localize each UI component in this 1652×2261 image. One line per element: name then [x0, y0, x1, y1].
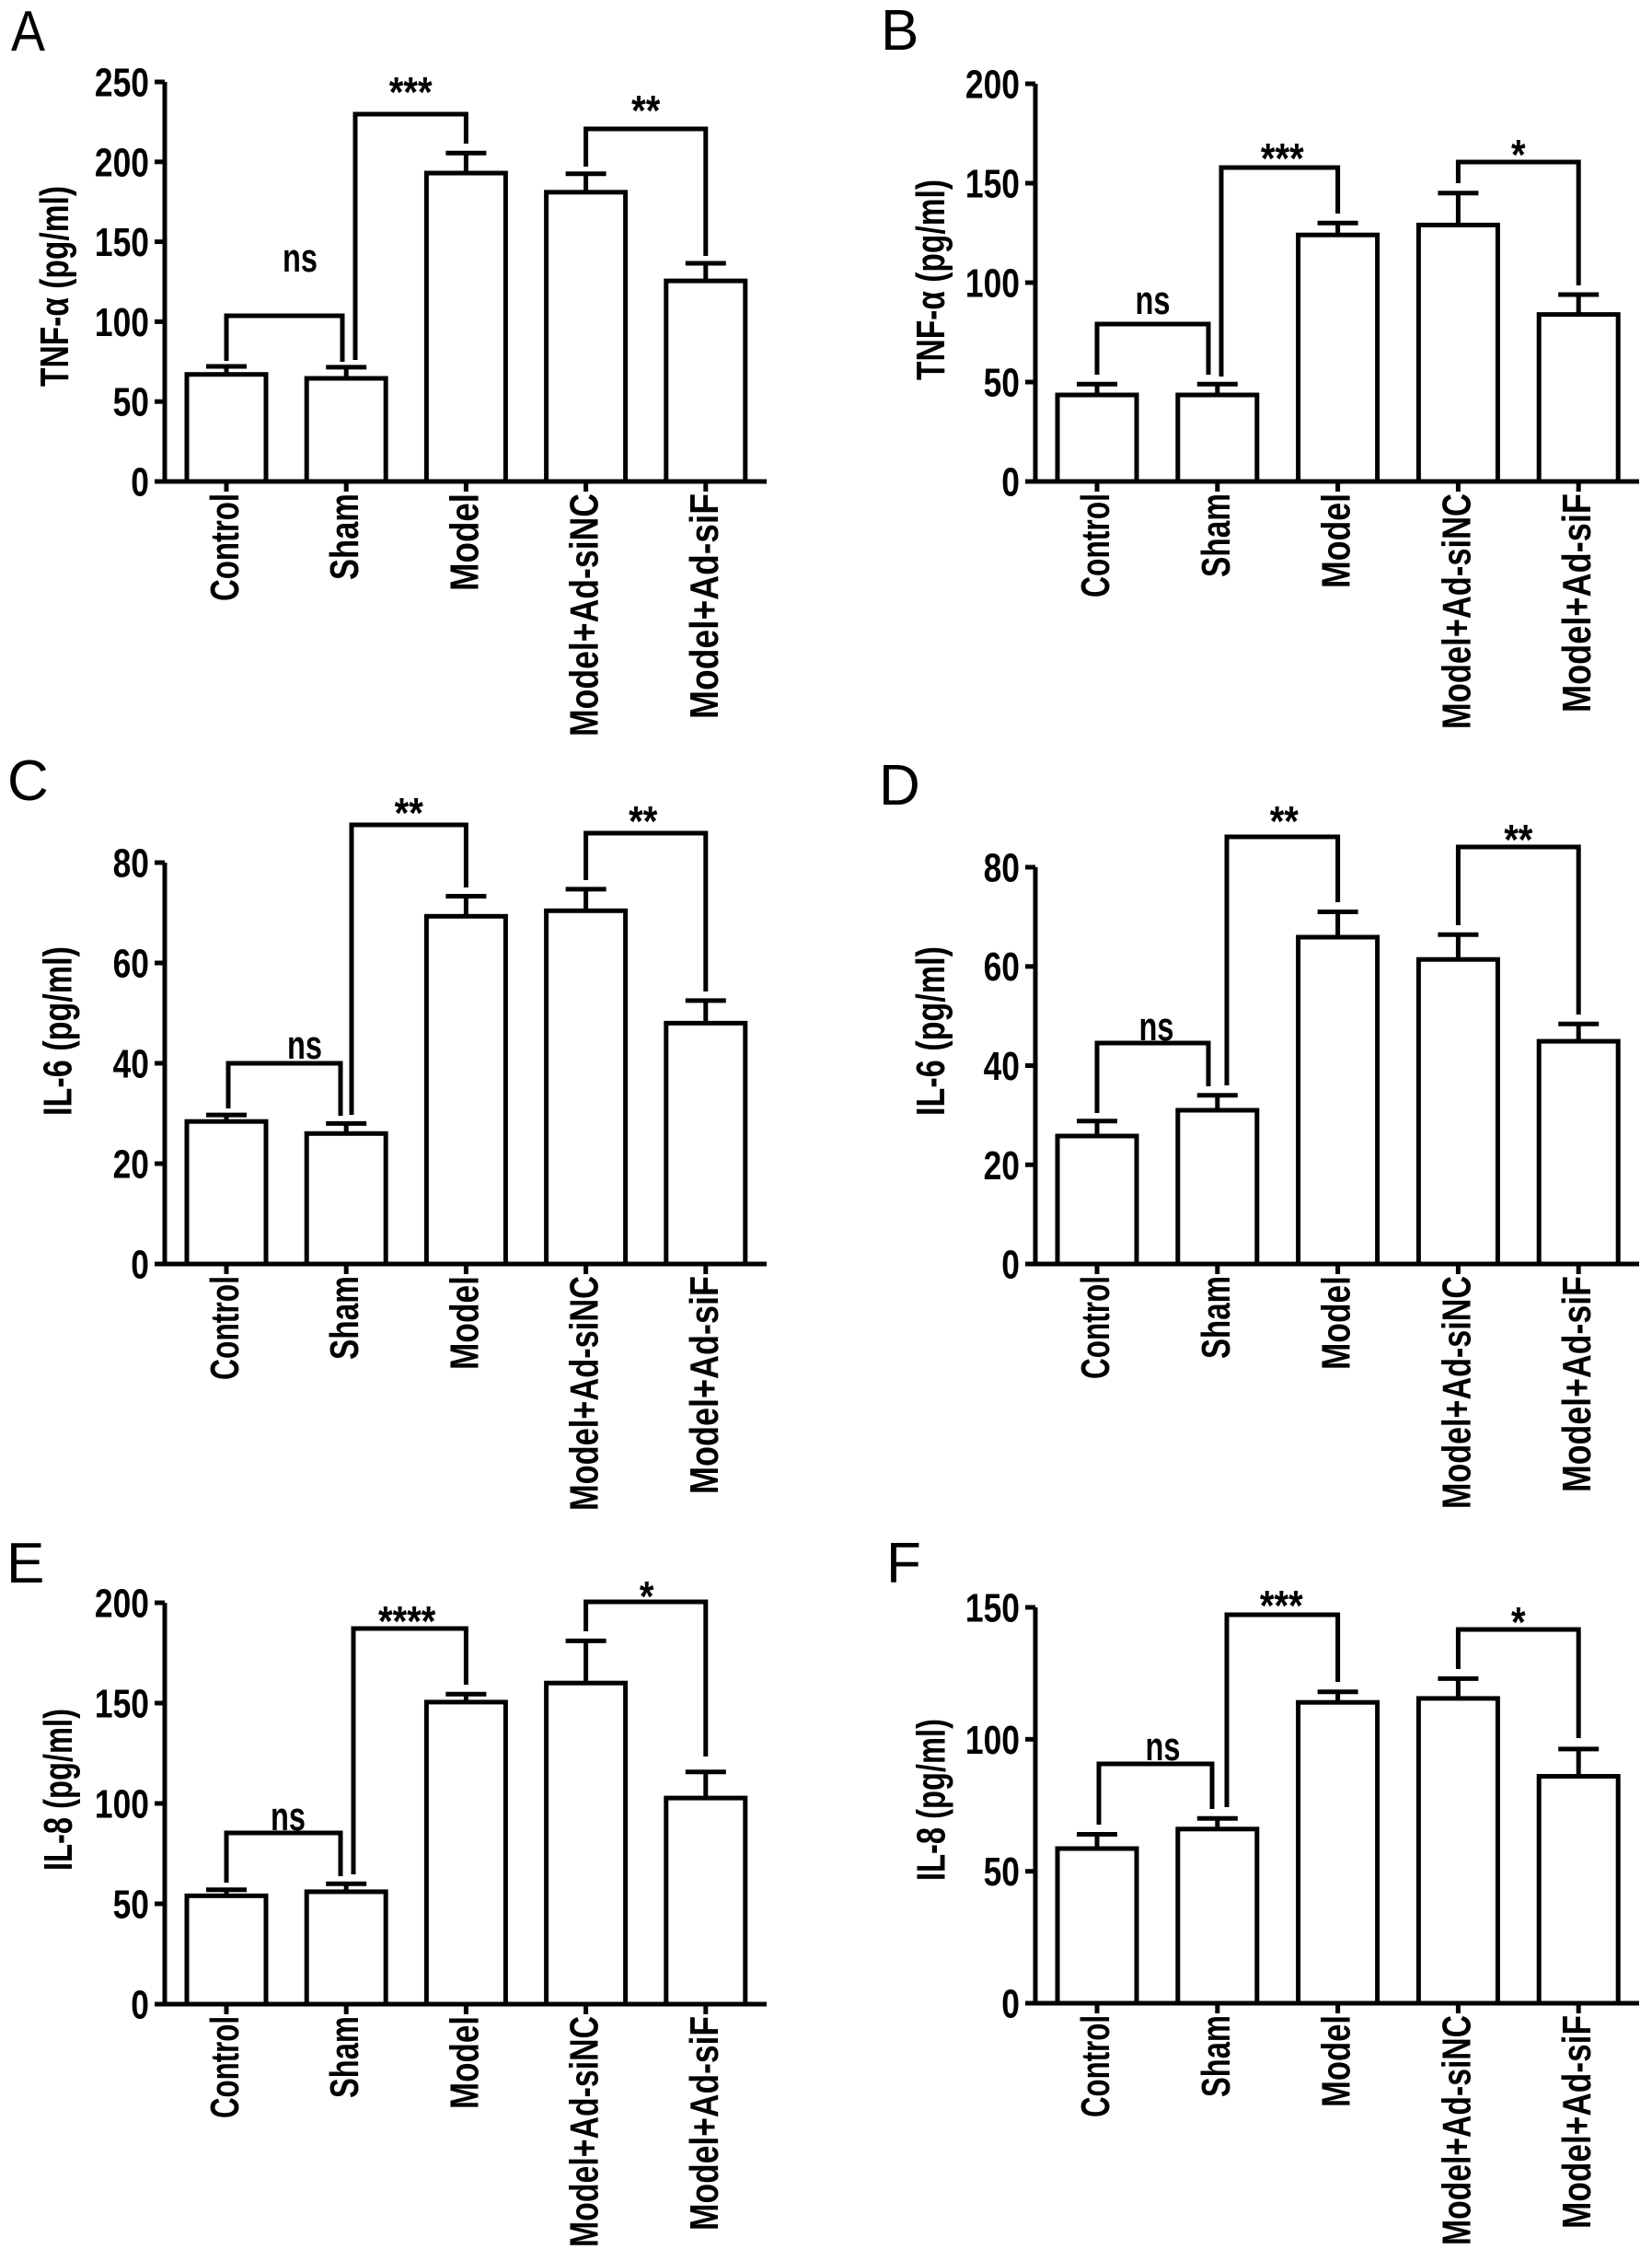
- svg-text:Model+Ad-siNC: Model+Ad-siNC: [1434, 493, 1479, 729]
- svg-text:40: 40: [113, 1042, 149, 1087]
- svg-text:ns: ns: [1139, 1004, 1174, 1049]
- svg-text:80: 80: [984, 846, 1020, 891]
- svg-text:Model: Model: [442, 1276, 487, 1370]
- svg-text:150: 150: [965, 162, 1020, 207]
- svg-text:200: 200: [95, 140, 149, 185]
- svg-text:Control: Control: [202, 2016, 248, 2118]
- svg-text:60: 60: [113, 942, 149, 987]
- svg-text:150: 150: [95, 1682, 149, 1727]
- svg-text:Model: Model: [1314, 1276, 1359, 1370]
- svg-text:ns: ns: [283, 236, 318, 281]
- svg-text:E: E: [6, 1532, 44, 1595]
- svg-text:ns: ns: [287, 1023, 322, 1068]
- svg-text:150: 150: [965, 1586, 1020, 1631]
- svg-text:Control: Control: [202, 1276, 248, 1380]
- svg-text:Model+Ad-siF: Model+Ad-siF: [1554, 493, 1600, 713]
- svg-text:**: **: [395, 789, 423, 837]
- svg-text:**: **: [629, 797, 657, 845]
- svg-text:Model+Ad-siNC: Model+Ad-siNC: [562, 493, 607, 736]
- svg-text:Model+Ad-siNC: Model+Ad-siNC: [562, 1276, 607, 1511]
- svg-text:TNF-α (pg/ml): TNF-α (pg/ml): [32, 186, 77, 387]
- svg-text:A: A: [11, 0, 46, 64]
- svg-text:***: ***: [1260, 1582, 1303, 1629]
- svg-text:0: 0: [131, 1243, 149, 1288]
- svg-text:D: D: [879, 754, 920, 817]
- svg-text:60: 60: [984, 945, 1020, 990]
- svg-text:Sham: Sham: [322, 1276, 367, 1360]
- svg-text:150: 150: [95, 220, 149, 265]
- svg-text:*: *: [1511, 1598, 1526, 1646]
- svg-text:20: 20: [113, 1142, 149, 1188]
- svg-text:Sham: Sham: [1194, 1276, 1239, 1359]
- svg-text:Model: Model: [1314, 2015, 1359, 2107]
- svg-text:0: 0: [1001, 460, 1020, 505]
- svg-text:Control: Control: [202, 493, 248, 601]
- svg-text:50: 50: [113, 380, 149, 425]
- svg-text:***: ***: [1261, 134, 1304, 182]
- svg-text:0: 0: [131, 460, 149, 505]
- svg-text:0: 0: [131, 1983, 149, 2028]
- svg-text:*: *: [1511, 131, 1526, 179]
- svg-text:IL-6 (pg/ml): IL-6 (pg/ml): [36, 946, 81, 1116]
- svg-text:Model+Ad-siNC: Model+Ad-siNC: [562, 2016, 607, 2247]
- svg-text:TNF-α (pg/ml): TNF-α (pg/ml): [908, 180, 953, 380]
- svg-text:Model+Ad-siNC: Model+Ad-siNC: [1434, 2015, 1479, 2245]
- svg-text:50: 50: [984, 1849, 1020, 1895]
- svg-text:**: **: [1504, 816, 1532, 864]
- svg-text:Sham: Sham: [322, 493, 367, 580]
- svg-text:100: 100: [95, 1782, 149, 1827]
- svg-text:**: **: [631, 87, 660, 134]
- svg-text:F: F: [886, 1532, 921, 1595]
- svg-text:100: 100: [965, 1718, 1020, 1763]
- svg-text:Model+Ad-siF: Model+Ad-siF: [682, 1276, 727, 1494]
- svg-text:0: 0: [1001, 1243, 1020, 1288]
- svg-text:ns: ns: [1146, 1724, 1181, 1769]
- svg-text:Sham: Sham: [1194, 2015, 1239, 2097]
- svg-text:Model+Ad-siF: Model+Ad-siF: [1554, 2015, 1600, 2229]
- svg-text:IL-8 (pg/ml): IL-8 (pg/ml): [36, 1709, 81, 1871]
- svg-text:250: 250: [95, 61, 149, 106]
- svg-text:Model+Ad-siF: Model+Ad-siF: [682, 2016, 727, 2231]
- svg-text:Sham: Sham: [322, 2016, 367, 2098]
- svg-text:50: 50: [113, 1883, 149, 1928]
- svg-text:ns: ns: [271, 1794, 306, 1839]
- svg-text:200: 200: [95, 1582, 149, 1627]
- svg-text:*: *: [640, 1572, 654, 1620]
- svg-text:Control: Control: [1073, 2015, 1118, 2117]
- svg-text:20: 20: [984, 1143, 1020, 1188]
- svg-text:Model+Ad-siF: Model+Ad-siF: [1554, 1276, 1600, 1492]
- svg-text:***: ***: [389, 68, 433, 116]
- svg-text:Model: Model: [442, 493, 487, 591]
- svg-text:40: 40: [984, 1044, 1020, 1089]
- svg-text:50: 50: [984, 361, 1020, 406]
- svg-text:****: ****: [378, 1597, 435, 1645]
- svg-text:Control: Control: [1073, 1276, 1118, 1379]
- svg-text:100: 100: [95, 300, 149, 345]
- svg-text:IL-8 (pg/ml): IL-8 (pg/ml): [909, 1719, 954, 1881]
- svg-text:C: C: [7, 749, 49, 813]
- svg-text:100: 100: [965, 261, 1020, 307]
- svg-text:Model+Ad-siF: Model+Ad-siF: [682, 493, 727, 719]
- svg-text:ns: ns: [1136, 278, 1171, 323]
- svg-text:Sham: Sham: [1194, 493, 1239, 577]
- svg-text:0: 0: [1001, 1982, 1020, 2027]
- svg-text:**: **: [1270, 797, 1299, 845]
- svg-text:B: B: [881, 0, 918, 63]
- svg-text:Control: Control: [1073, 493, 1118, 597]
- svg-text:Model: Model: [442, 2016, 487, 2109]
- svg-text:200: 200: [965, 63, 1020, 108]
- svg-text:IL-6 (pg/ml): IL-6 (pg/ml): [908, 946, 953, 1116]
- svg-text:80: 80: [113, 841, 149, 887]
- svg-text:Model+Ad-siNC: Model+Ad-siNC: [1434, 1276, 1479, 1509]
- svg-text:Model: Model: [1314, 493, 1359, 588]
